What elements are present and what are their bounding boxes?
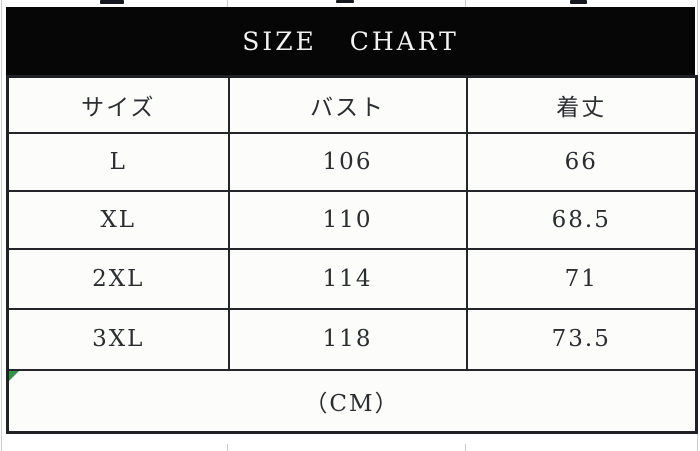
table-row: 3XL 118 73.5	[6, 307, 698, 371]
header-bust: バスト	[227, 75, 468, 134]
unit-cell: （CM）	[6, 368, 698, 434]
unit-label: （CM）	[304, 390, 400, 417]
faint-gridline-top-col2	[465, 0, 466, 7]
cell-size: L	[6, 131, 230, 192]
cropped-glyph-mark	[570, 0, 587, 4]
table-row: XL 110 68.5	[6, 189, 698, 250]
cell-size: 2XL	[6, 247, 230, 310]
cropped-glyph-mark	[100, 0, 124, 4]
cell-size: XL	[6, 189, 230, 250]
cell-flag-triangle-icon	[9, 371, 19, 381]
cell-length: 71	[465, 247, 698, 310]
faint-gridline-bottom-col1	[227, 444, 228, 451]
cell-length: 73.5	[465, 307, 698, 371]
table-row: L 106 66	[6, 131, 698, 192]
faint-gridline-left	[1, 0, 2, 451]
chart-title: SIZE CHART	[242, 26, 459, 56]
faint-gridline-bottom-col2	[465, 444, 466, 451]
table-row: 2XL 114 71	[6, 247, 698, 310]
faint-gridline-top-col1	[227, 0, 228, 7]
cell-size: 3XL	[6, 307, 230, 371]
title-banner: SIZE CHART	[6, 7, 695, 75]
header-length: 着丈	[465, 75, 698, 134]
cropped-glyph-mark	[336, 0, 354, 3]
cell-bust: 106	[227, 131, 468, 192]
cell-bust: 110	[227, 189, 468, 250]
cell-bust: 114	[227, 247, 468, 310]
cell-bust: 118	[227, 307, 468, 371]
size-table: サイズ バスト 着丈 L 106 66 XL 110 68.5 2XL 114 …	[6, 75, 698, 434]
cell-length: 66	[465, 131, 698, 192]
cell-length: 68.5	[465, 189, 698, 250]
header-row: サイズ バスト 着丈	[6, 75, 698, 134]
header-size: サイズ	[6, 75, 230, 134]
footer-row: （CM）	[6, 368, 698, 434]
